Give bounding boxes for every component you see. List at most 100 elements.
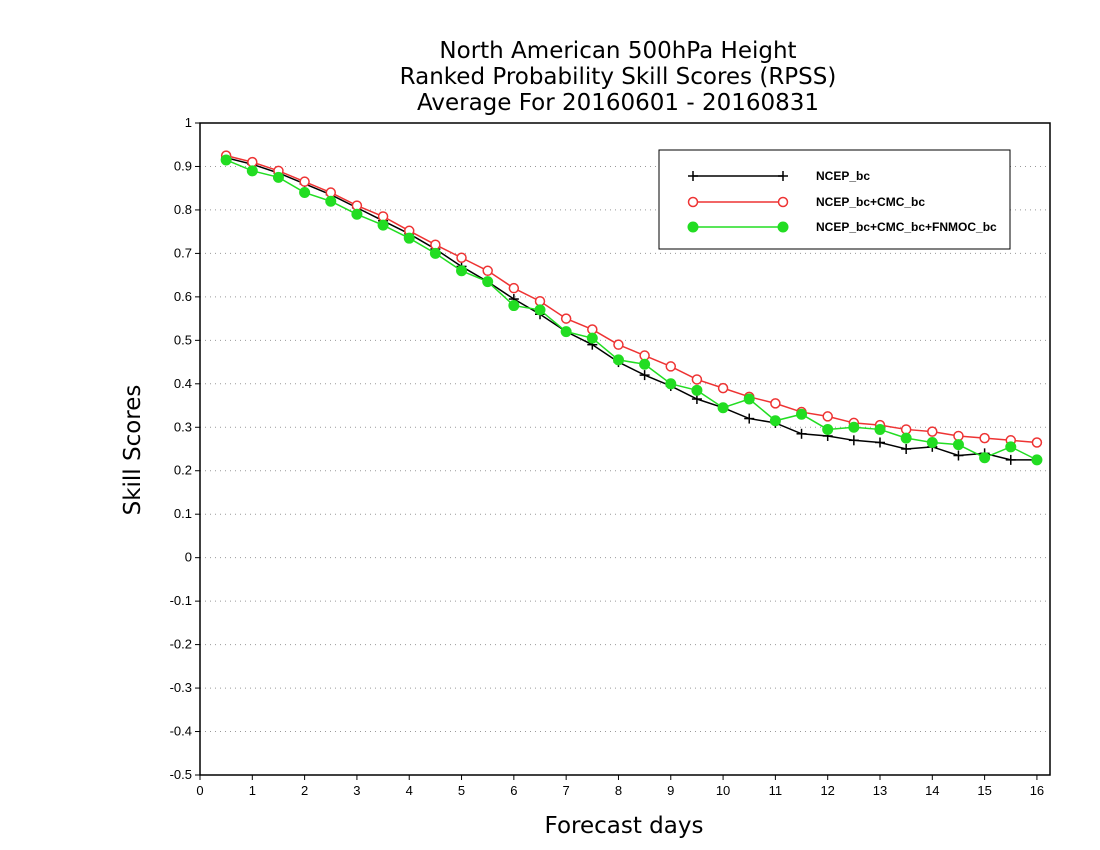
legend-marker-end bbox=[778, 171, 788, 181]
legend-marker-start bbox=[688, 171, 698, 181]
series-2-point bbox=[613, 339, 624, 350]
series-3-point bbox=[848, 421, 860, 433]
series-2-point bbox=[351, 200, 363, 211]
series-3-point bbox=[377, 219, 389, 231]
series-3-point bbox=[639, 358, 651, 370]
y-tick-label: 0.4 bbox=[174, 376, 192, 391]
y-tick-label: 0.8 bbox=[174, 202, 192, 217]
chart-title: North American 500hPa Height Ranked Prob… bbox=[400, 38, 837, 116]
x-tick-label: 8 bbox=[615, 783, 622, 798]
y-tick-label: 0.3 bbox=[174, 419, 192, 434]
series-3-point bbox=[691, 384, 703, 396]
legend-item-1: NCEP_bc bbox=[688, 169, 870, 183]
series-3-point bbox=[325, 195, 337, 207]
series-2-point bbox=[377, 211, 389, 222]
title-line-2: Ranked Probability Skill Scores (RPSS) bbox=[400, 64, 837, 90]
series-2-point bbox=[1031, 437, 1043, 448]
legend-marker-start bbox=[687, 221, 699, 233]
series-1-point bbox=[744, 413, 755, 424]
y-tick-label: -0.1 bbox=[170, 593, 192, 608]
legend-label: NCEP_bc+CMC_bc+FNMOC_bc bbox=[816, 220, 997, 234]
title-line-3: Average For 20160601 - 20160831 bbox=[417, 90, 819, 116]
series-1-point bbox=[953, 450, 964, 461]
series-2-point bbox=[979, 432, 990, 444]
x-axis-label: Forecast days bbox=[545, 813, 704, 839]
series-3-point bbox=[299, 187, 311, 199]
x-tick-label: 15 bbox=[977, 783, 991, 798]
series-2-point bbox=[430, 239, 441, 250]
series-lines bbox=[220, 150, 1043, 466]
x-tick-label: 14 bbox=[925, 783, 939, 798]
x-tick-label: 0 bbox=[196, 783, 203, 798]
series-2-point bbox=[482, 265, 493, 277]
series-3-point bbox=[534, 304, 546, 316]
series-3-point bbox=[1005, 441, 1017, 453]
y-tick-label: -0.5 bbox=[170, 767, 192, 782]
series-2-point bbox=[953, 430, 964, 442]
y-tick-label: 0.1 bbox=[174, 506, 192, 521]
legend-label: NCEP_bc bbox=[816, 169, 870, 183]
series-3-point bbox=[874, 423, 886, 435]
x-tick-label: 9 bbox=[667, 783, 674, 798]
axis-ticks: -0.5 -0.4 -0.3 -0.2 -0.1 0 0.1 0.2 0.3 0.4 0.5 0.6 0… bbox=[170, 115, 1045, 798]
y-tick-label: -0.2 bbox=[170, 637, 192, 652]
legend-marker-end bbox=[777, 221, 789, 233]
x-tick-label: 10 bbox=[716, 783, 730, 798]
y-tick-label: -0.4 bbox=[170, 724, 192, 739]
legend: NCEP_bc NCEP_bc+CMC_bc NCEP_bc+CMC_bc+FNMO… bbox=[658, 149, 1011, 250]
series-2-point bbox=[456, 252, 467, 263]
x-tick-label: 5 bbox=[458, 783, 465, 798]
y-tick-label: 0.9 bbox=[174, 158, 192, 173]
legend-item-2: NCEP_bc+CMC_bc bbox=[687, 195, 925, 209]
y-axis-label: Skill Scores bbox=[120, 385, 146, 516]
legend-box bbox=[658, 149, 1011, 250]
y-tick-label: 0.5 bbox=[174, 332, 192, 347]
x-tick-label: 13 bbox=[873, 783, 887, 798]
series-2-point bbox=[639, 350, 650, 361]
x-tick-label: 3 bbox=[353, 783, 360, 798]
series-3-point bbox=[796, 408, 808, 420]
y-tick-label: -0.3 bbox=[170, 680, 192, 695]
series-2-point bbox=[508, 282, 520, 294]
series-3-point bbox=[717, 402, 729, 414]
plot-frame bbox=[199, 122, 1051, 776]
x-tick-label: 16 bbox=[1030, 783, 1044, 798]
legend-marker-end bbox=[777, 196, 789, 208]
series-3-point bbox=[560, 326, 572, 338]
x-tick-label: 2 bbox=[301, 783, 308, 798]
x-tick-label: 6 bbox=[510, 783, 517, 798]
series-1-point bbox=[875, 437, 885, 448]
series-1-point bbox=[848, 435, 859, 446]
y-tick-label: 0.2 bbox=[174, 463, 192, 478]
series-3 bbox=[220, 154, 1043, 466]
y-tick-label: 0.7 bbox=[174, 245, 192, 260]
gridlines bbox=[200, 165, 1050, 733]
series-3-point bbox=[900, 432, 912, 444]
series-2-point bbox=[247, 156, 258, 168]
series-2-point bbox=[534, 295, 546, 307]
series-2-point bbox=[900, 424, 912, 435]
series-3-point bbox=[665, 378, 677, 390]
series-3-point bbox=[482, 276, 494, 288]
x-tick-label: 12 bbox=[820, 783, 834, 798]
series-3-point bbox=[612, 354, 624, 366]
series-3-point bbox=[403, 232, 415, 244]
title-line-1: North American 500hPa Height bbox=[439, 38, 796, 64]
y-tick-label: 0.6 bbox=[174, 289, 192, 304]
series-2-point bbox=[717, 382, 729, 394]
legend-label: NCEP_bc+CMC_bc bbox=[816, 195, 925, 209]
series-3-point bbox=[1031, 454, 1043, 466]
series-1-point bbox=[1005, 454, 1016, 465]
y-tick-label: 0 bbox=[185, 550, 192, 565]
series-2-point bbox=[665, 361, 677, 372]
series-1-point bbox=[901, 444, 912, 454]
series-3-point bbox=[456, 265, 468, 277]
series-1-point bbox=[796, 428, 807, 439]
x-tick-label: 11 bbox=[769, 783, 783, 798]
y-tick-label: 1 bbox=[185, 115, 192, 130]
series-2-point bbox=[299, 176, 310, 187]
series-2-point bbox=[691, 374, 703, 385]
series-3-point bbox=[822, 423, 834, 435]
series-2-point bbox=[587, 324, 598, 335]
